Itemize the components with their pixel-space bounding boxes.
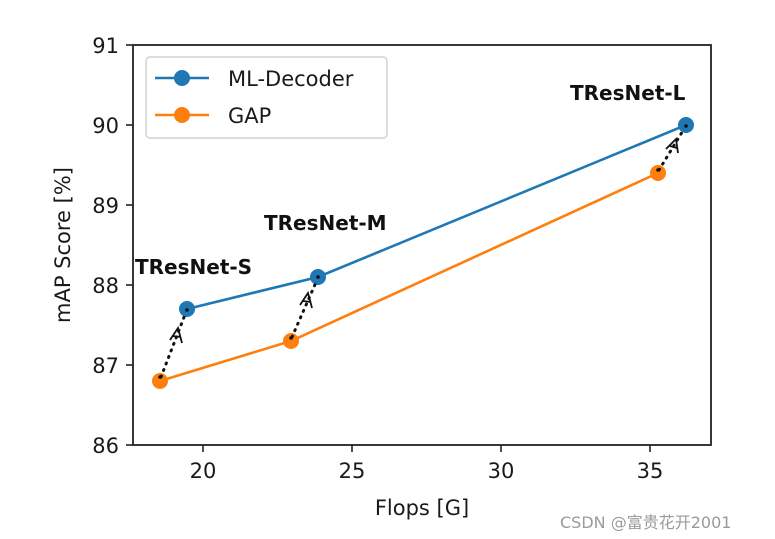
x-tick-labels: 20 25 30 35: [190, 459, 664, 483]
y-axis: [126, 44, 133, 446]
data-point: [283, 333, 299, 349]
improvement-arrows: [159, 127, 686, 379]
y-tick-label: 91: [92, 34, 119, 58]
y-tick-label: 90: [92, 114, 119, 138]
y-tick-labels: 86 87 88 89 90 91: [92, 34, 119, 458]
y-tick-label: 88: [92, 274, 119, 298]
x-tick-label: 30: [488, 459, 515, 483]
x-tick-label: 25: [339, 459, 366, 483]
watermark: CSDN @富贵花开2001: [560, 513, 732, 532]
legend-marker-ml-decoder: [174, 70, 190, 86]
x-tick-label: 20: [190, 459, 217, 483]
x-axis: [202, 445, 651, 452]
data-point: [152, 373, 168, 389]
annotation-tresnet-s: TResNet-S: [135, 255, 252, 279]
y-tick-label: 89: [92, 194, 119, 218]
plot-frame: [132, 44, 712, 446]
arrow-endpoints: [158, 124, 688, 379]
legend-label-gap: GAP: [228, 104, 271, 128]
series-gap: [152, 165, 666, 389]
data-point: [650, 165, 666, 181]
x-tick-label: 35: [637, 459, 664, 483]
arrow-heads: [169, 137, 679, 344]
series-ml-decoder: [179, 117, 694, 317]
legend-label-ml-decoder: ML-Decoder: [228, 67, 354, 91]
legend-marker-gap: [174, 107, 190, 123]
y-tick-label: 86: [92, 434, 119, 458]
y-tick-label: 87: [92, 354, 119, 378]
x-axis-label: Flops [G]: [375, 496, 469, 520]
annotation-tresnet-l: TResNet-L: [570, 81, 686, 105]
legend: ML-Decoder GAP: [145, 56, 388, 139]
y-axis-label: mAP Score [%]: [51, 167, 75, 323]
annotation-tresnet-m: TResNet-M: [264, 211, 387, 235]
